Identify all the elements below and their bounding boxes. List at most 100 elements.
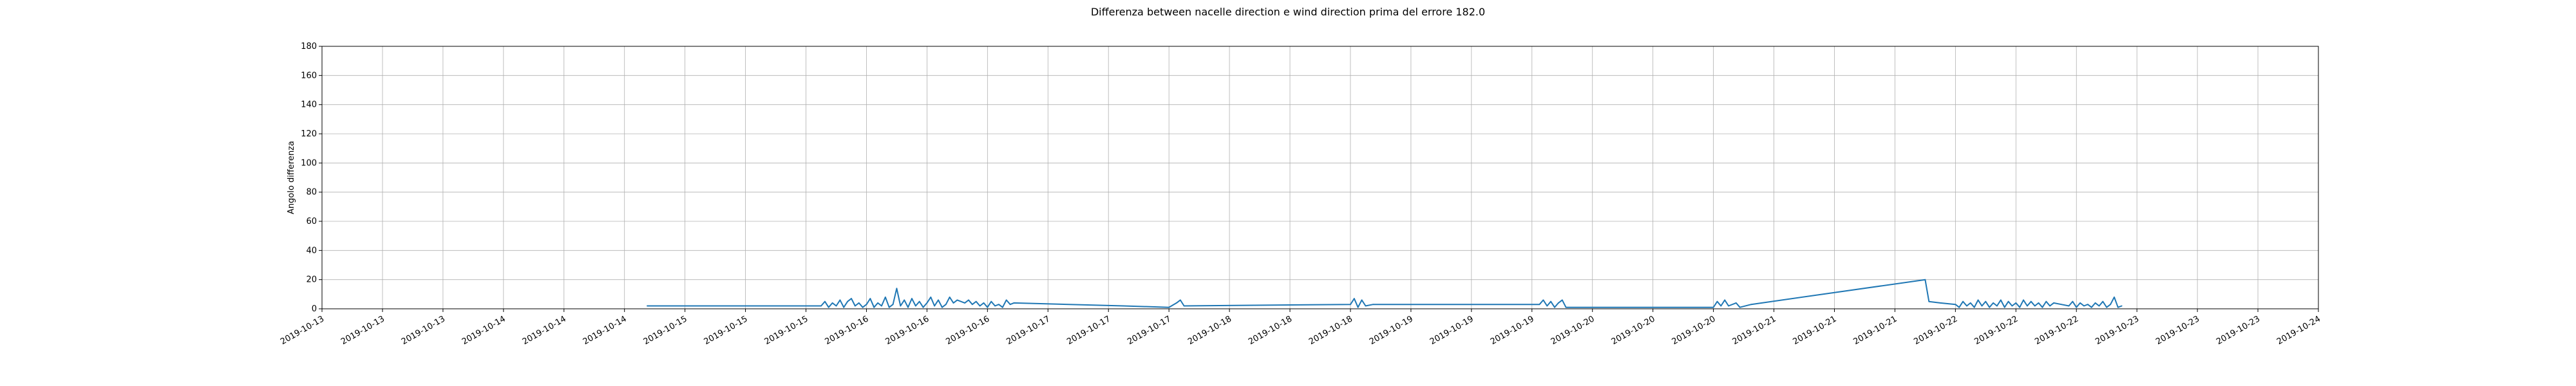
y-axis-label: Angolo differenza [287, 141, 296, 214]
data-point [998, 304, 999, 306]
data-point [839, 299, 841, 301]
y-tick-label: 140 [301, 100, 317, 110]
data-point [2094, 302, 2096, 304]
y-tick-label: 80 [306, 188, 317, 198]
data-point [647, 305, 648, 307]
data-point [1554, 306, 1555, 308]
y-tick-label: 20 [306, 275, 317, 285]
data-point [2083, 305, 2085, 307]
data-point [1728, 305, 1730, 307]
data-point [907, 306, 909, 308]
data-point [926, 302, 928, 304]
data-point [2030, 300, 2032, 302]
data-point [1357, 306, 1359, 308]
data-point [1183, 305, 1185, 307]
data-point [1724, 299, 1726, 301]
data-point [896, 288, 898, 290]
data-point [1361, 299, 1363, 301]
y-tick-label: 60 [306, 217, 317, 226]
data-point [1542, 299, 1544, 301]
y-tick-label: 160 [301, 71, 317, 80]
data-point [1565, 306, 1567, 308]
data-point [1539, 304, 1540, 306]
data-point [964, 302, 965, 304]
data-point [1001, 306, 1003, 308]
data-point [1928, 300, 1930, 302]
data-point [2087, 304, 2088, 306]
data-point [2090, 306, 2092, 308]
data-point [1924, 279, 1926, 280]
data-point [1353, 298, 1355, 299]
data-point [1712, 306, 1714, 308]
data-point [2007, 300, 2009, 302]
data-point [866, 304, 867, 306]
data-point [911, 298, 913, 299]
data-point [2114, 297, 2115, 298]
data-point [884, 297, 886, 298]
data-point [1350, 304, 1351, 306]
data-point [858, 302, 860, 304]
data-point [831, 302, 833, 304]
data-point [828, 306, 829, 308]
data-point [1716, 300, 1718, 302]
data-point [873, 306, 875, 308]
plot-frame [321, 46, 2319, 309]
data-point [1009, 304, 1011, 306]
data-point [1013, 302, 1015, 304]
data-point [1122, 305, 1124, 307]
data-point [934, 305, 935, 307]
data-point [1989, 306, 1991, 308]
data-point [2098, 305, 2100, 307]
data-point [2079, 302, 2081, 304]
data-point [2060, 304, 2062, 306]
data-point [2068, 305, 2070, 307]
data-point [1735, 302, 1737, 304]
data-point [938, 299, 939, 301]
data-point [968, 299, 969, 301]
data-point [1940, 302, 1941, 304]
y-tick-label: 120 [301, 129, 317, 139]
data-point [1168, 306, 1170, 308]
data-point [869, 298, 871, 299]
data-point [2053, 302, 2054, 304]
data-point [1550, 300, 1552, 302]
data-point [888, 306, 890, 308]
data-point [2076, 306, 2078, 308]
data-point [1958, 306, 1960, 308]
data-point [1996, 305, 1998, 307]
data-point [881, 305, 882, 307]
data-point [904, 299, 905, 301]
data-point [900, 305, 902, 307]
data-point [843, 306, 845, 308]
data-point [1981, 305, 1983, 307]
data-point [820, 305, 822, 307]
data-point [930, 297, 932, 298]
data-point [1955, 304, 1956, 306]
data-point [1973, 306, 1975, 308]
data-point [918, 300, 920, 302]
data-point [983, 302, 985, 304]
data-point [2023, 299, 2024, 301]
data-point [971, 304, 973, 306]
data-point [1005, 299, 1007, 301]
data-point [877, 302, 878, 304]
data-point [1969, 302, 1971, 304]
series-layer [647, 279, 2123, 308]
data-point [2117, 306, 2119, 308]
data-point [1720, 305, 1722, 307]
data-point [952, 302, 954, 304]
data-point [942, 306, 943, 308]
y-tick-label: 0 [312, 304, 317, 314]
data-point [851, 298, 852, 299]
data-point [1739, 306, 1741, 308]
data-point [2106, 306, 2108, 308]
data-point [2000, 299, 2002, 301]
data-point [744, 305, 746, 307]
y-tick-label: 180 [301, 42, 317, 51]
data-point [1372, 304, 1374, 306]
data-point [2102, 300, 2104, 302]
data-point [990, 300, 992, 302]
data-point [1962, 300, 1964, 302]
data-point [854, 305, 856, 307]
